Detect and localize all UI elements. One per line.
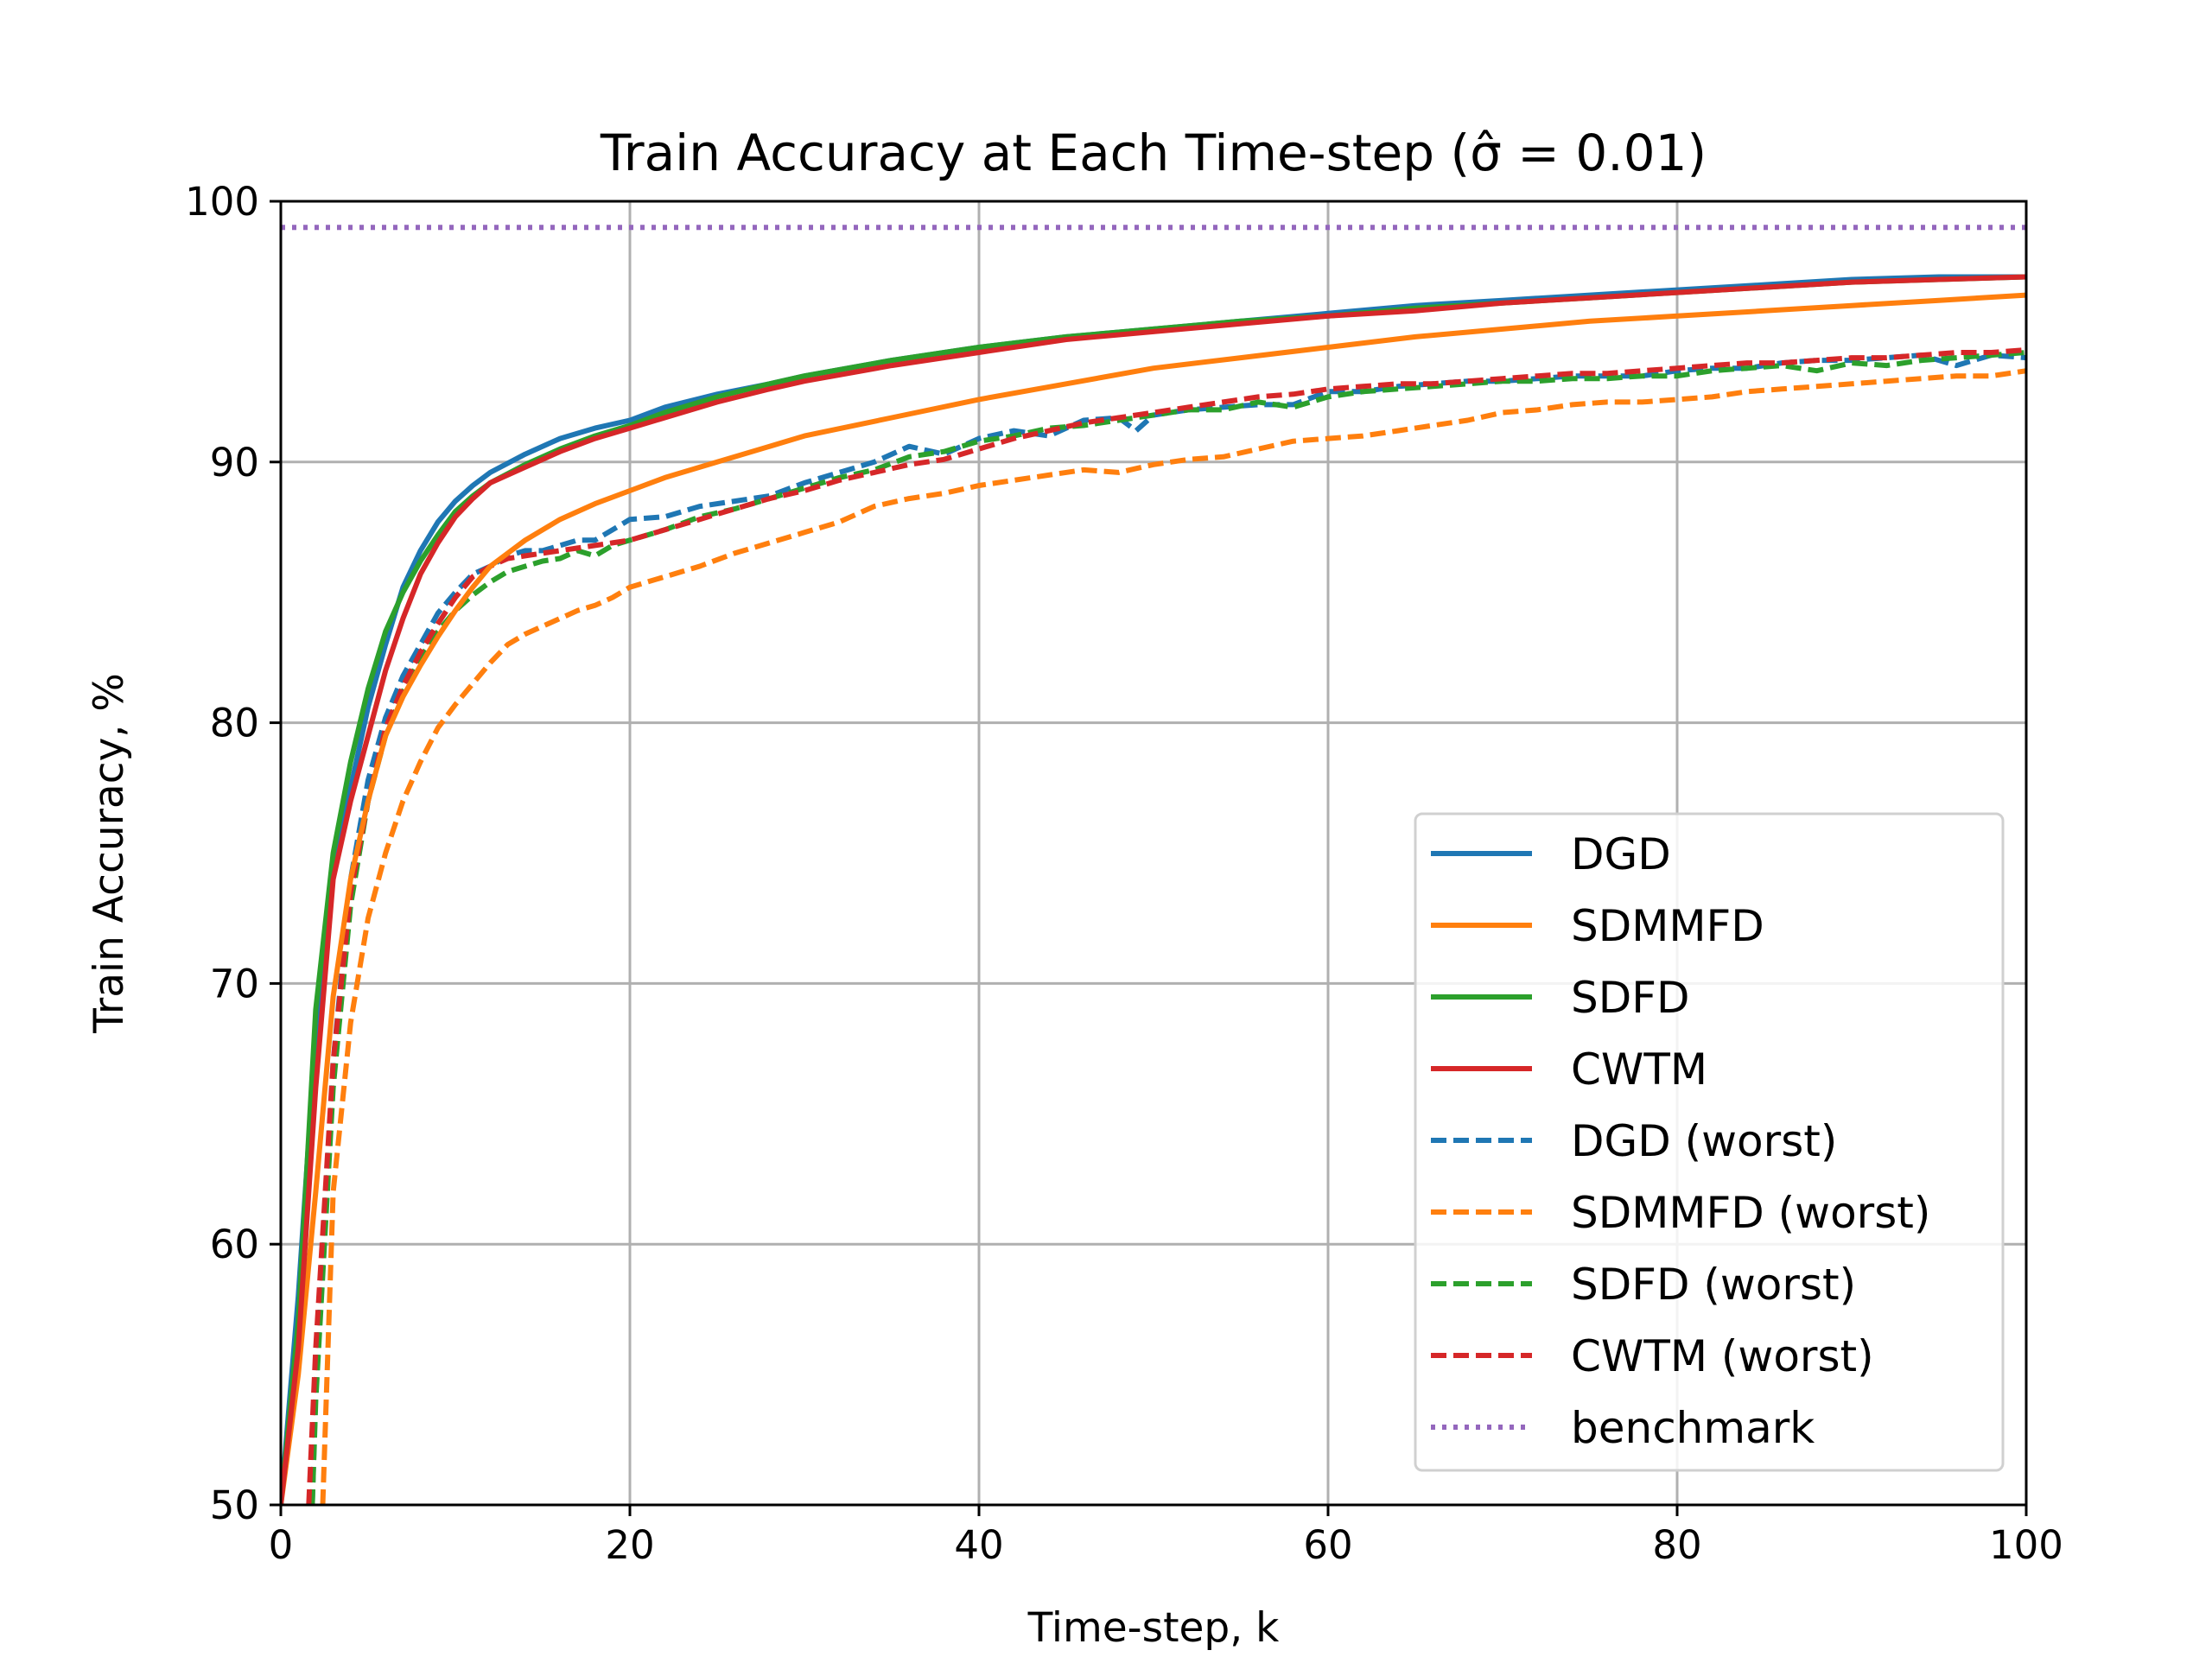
x-tick-label: 100 bbox=[1989, 1522, 2063, 1568]
x-tick-label: 20 bbox=[605, 1522, 654, 1568]
legend-label: SDMMFD bbox=[1571, 901, 1764, 951]
x-axis-title: Time-step, k bbox=[1027, 1604, 1281, 1652]
legend-label: benchmark bbox=[1571, 1403, 1815, 1453]
plot-lines bbox=[281, 225, 2026, 1505]
y-tick-label: 70 bbox=[210, 961, 259, 1006]
series-line-cwtm bbox=[281, 274, 2026, 1505]
y-tick-label: 80 bbox=[210, 701, 259, 746]
legend-label: SDFD (worst) bbox=[1571, 1260, 1856, 1310]
series-line-cwtm-worst bbox=[306, 347, 2026, 1505]
y-tick-label: 60 bbox=[210, 1222, 259, 1267]
series-line-dgd bbox=[281, 274, 2026, 1505]
legend-box bbox=[1414, 812, 2005, 1472]
legend-label: DGD (worst) bbox=[1571, 1116, 1837, 1166]
legend-label: SDFD bbox=[1571, 973, 1690, 1023]
axis-ticks: 0 20 40 60 80 100 50 60 70 80 90 100 bbox=[185, 179, 2063, 1568]
plot-frame bbox=[279, 200, 2028, 1507]
x-tick-label: 60 bbox=[1303, 1522, 1352, 1568]
x-tick-label: 80 bbox=[1652, 1522, 1701, 1568]
series-line-sdfd-worst bbox=[309, 350, 2026, 1505]
series-line-sdmmfd-worst bbox=[320, 368, 2026, 1505]
legend-label: SDMMFD (worst) bbox=[1571, 1188, 1930, 1238]
y-tick-label: 100 bbox=[185, 179, 259, 225]
x-tick-label: 0 bbox=[269, 1522, 294, 1568]
legend-label: CWTM (worst) bbox=[1571, 1331, 1874, 1381]
y-axis-title: Train Accuracy, % bbox=[86, 673, 133, 1034]
legend-label: DGD bbox=[1571, 829, 1671, 879]
legend: DGD SDMMFD SDFD CWTM DGD (worst) SDMMFD (wors… bbox=[1414, 812, 2005, 1472]
y-tick-label: 50 bbox=[210, 1482, 259, 1528]
series-line-sdmmfd bbox=[281, 292, 2026, 1505]
x-tick-label: 40 bbox=[954, 1522, 1003, 1568]
legend-label: CWTM bbox=[1571, 1044, 1707, 1095]
y-tick-label: 90 bbox=[210, 440, 259, 486]
chart-title: Train Accuracy at Each Time-step (σ̂ = 0… bbox=[600, 124, 1707, 182]
